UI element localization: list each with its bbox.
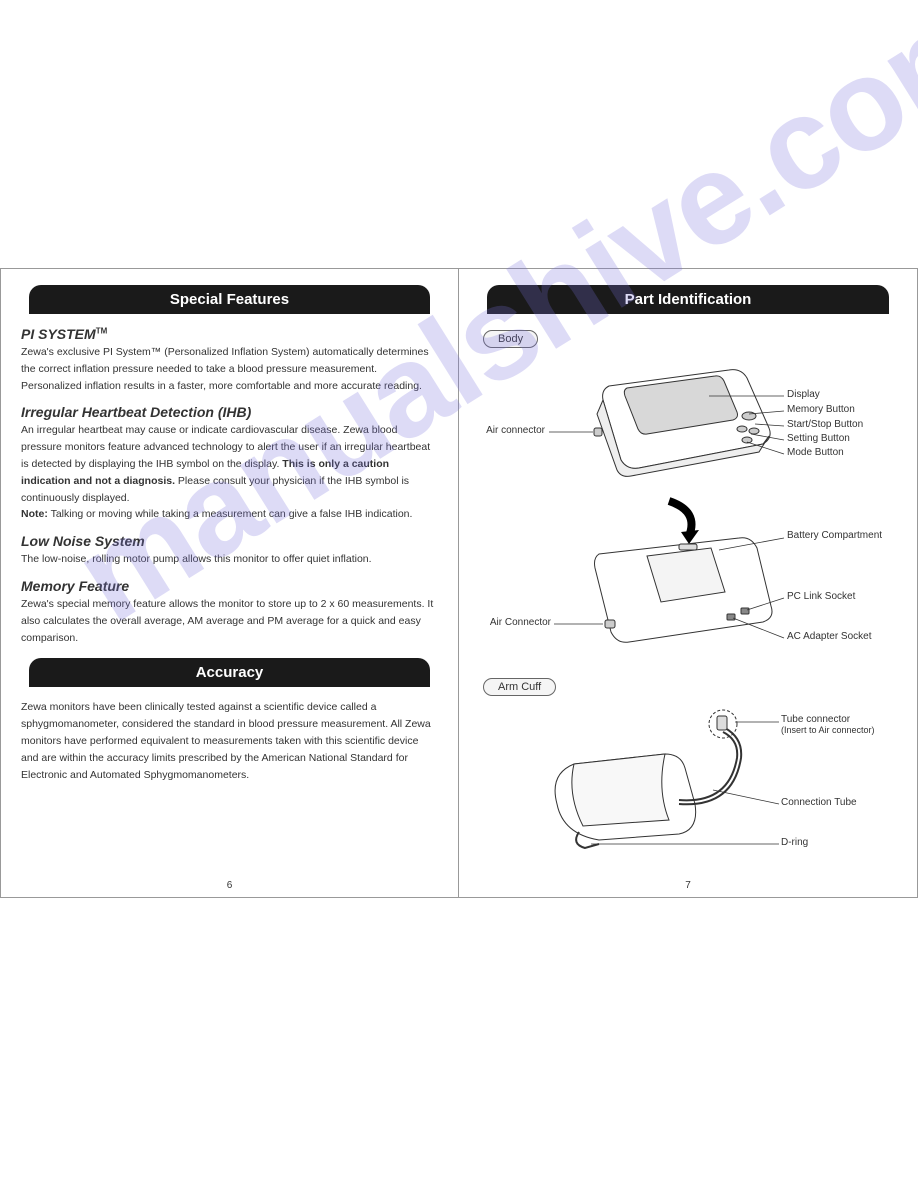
low-noise-body: The low-noise, rolling motor pump allows… — [21, 551, 438, 568]
body-top-diagram: Display Memory Button Start/Stop Button … — [479, 356, 897, 516]
ihb-body: An irregular heartbeat may cause or indi… — [21, 422, 438, 523]
pi-system-title: PI SYSTEMTM — [21, 326, 438, 342]
pi-system-body: Zewa's exclusive PI System™ (Personalize… — [21, 344, 438, 394]
callout-connection-tube: Connection Tube — [781, 797, 857, 808]
callout-d-ring: D-ring — [781, 837, 808, 848]
low-noise-title: Low Noise System — [21, 533, 438, 549]
arm-cuff-diagram: Tube connector (Insert to Air connector)… — [479, 704, 897, 874]
callout-display: Display — [787, 389, 820, 400]
special-features-header: Special Features — [29, 285, 430, 314]
ihb-title: Irregular Heartbeat Detection (IHB) — [21, 404, 438, 420]
ihb-note-label: Note: — [21, 508, 48, 520]
part-id-header: Part Identification — [487, 285, 889, 314]
callout-start-stop: Start/Stop Button — [787, 419, 863, 430]
callout-battery: Battery Compartment — [787, 530, 882, 541]
arm-cuff-pill-label: Arm Cuff — [483, 678, 556, 696]
body-pill-label: Body — [483, 330, 538, 348]
tube-conn-sub: (Insert to Air connector) — [781, 725, 875, 735]
page-left: Special Features PI SYSTEMTM Zewa's excl… — [1, 269, 459, 897]
tube-conn-text: Tube connector — [781, 714, 850, 725]
accuracy-header: Accuracy — [29, 658, 430, 687]
ihb-note: Talking or moving while taking a measure… — [48, 508, 413, 520]
callout-tube-connector: Tube connector (Insert to Air connector) — [781, 714, 875, 735]
callout-ac-adapter: AC Adapter Socket — [787, 631, 872, 642]
pi-tm: TM — [96, 326, 108, 335]
page-number-7: 7 — [459, 880, 917, 891]
callout-air-connector-mid: Air Connector — [479, 617, 551, 628]
callout-pc-link: PC Link Socket — [787, 591, 855, 602]
page-right: Part Identification Body — [459, 269, 917, 897]
pi-title-text: PI SYSTEM — [21, 326, 96, 342]
accuracy-body: Zewa monitors have been clinically teste… — [21, 699, 438, 783]
callout-mode-button: Mode Button — [787, 447, 844, 458]
memory-title: Memory Feature — [21, 578, 438, 594]
callout-memory-button: Memory Button — [787, 404, 855, 415]
page-number-6: 6 — [1, 880, 458, 891]
body-bottom-diagram: Battery Compartment PC Link Socket AC Ad… — [479, 520, 897, 670]
manual-spread: Special Features PI SYSTEMTM Zewa's excl… — [0, 268, 918, 898]
callout-setting-button: Setting Button — [787, 433, 850, 444]
memory-body: Zewa's special memory feature allows the… — [21, 596, 438, 646]
callout-air-connector-top: Air connector — [479, 425, 545, 436]
